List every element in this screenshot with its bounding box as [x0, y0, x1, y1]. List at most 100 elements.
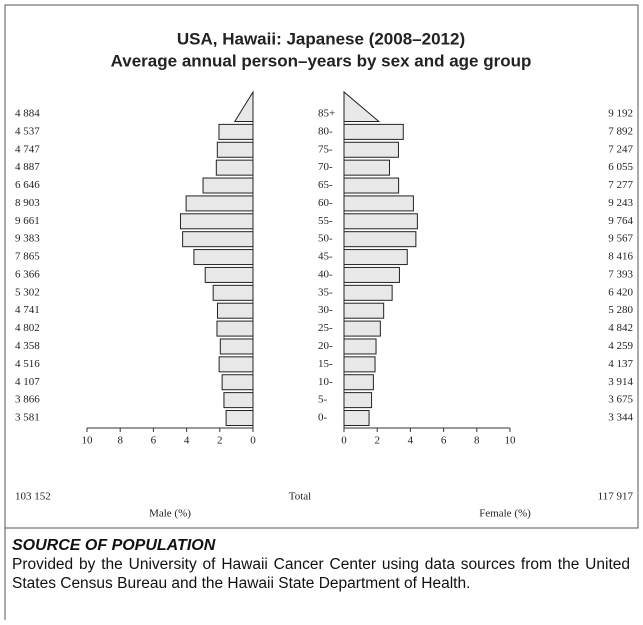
- female-count: 6 420: [608, 286, 633, 298]
- female-count: 7 247: [608, 143, 633, 155]
- age-label: 70-: [318, 161, 333, 173]
- female-count: 9 764: [608, 215, 633, 227]
- age-label: 85+: [318, 108, 335, 120]
- bar-open: [343, 90, 381, 122]
- bar: [204, 266, 254, 283]
- bar: [216, 320, 254, 337]
- bar: [221, 374, 254, 391]
- x-tick-label: 10: [82, 435, 94, 447]
- male-count: 7 865: [15, 251, 40, 263]
- bar-open: [233, 90, 254, 122]
- male-count: 4 107: [15, 376, 40, 388]
- bar: [343, 159, 390, 176]
- age-label: 60-: [318, 197, 333, 209]
- bar: [343, 284, 393, 301]
- legend-male: Male (%): [149, 508, 191, 520]
- age-label: 50-: [318, 233, 333, 245]
- source: SOURCE OF POPULATION Provided by the Uni…: [12, 536, 630, 593]
- male-count: 3 866: [15, 394, 40, 406]
- bar: [343, 195, 414, 212]
- age-label: 45-: [318, 251, 333, 263]
- female-count: 6 055: [608, 161, 633, 173]
- bar: [223, 392, 254, 409]
- x-tick-label: 8: [117, 435, 123, 447]
- x-tick-label: 10: [505, 435, 517, 447]
- bar: [343, 302, 385, 319]
- female-count: 8 416: [608, 251, 633, 263]
- bar: [193, 249, 254, 266]
- bar: [343, 249, 408, 266]
- female-total: 117 917: [598, 491, 634, 503]
- male-count: 4 887: [15, 161, 40, 173]
- male-count: 8 903: [15, 197, 40, 209]
- age-label: 15-: [318, 358, 333, 370]
- x-tick-label: 4: [408, 435, 414, 447]
- bar: [212, 284, 254, 301]
- age-label: 65-: [318, 179, 333, 191]
- male-count: 4 358: [15, 340, 40, 352]
- x-tick-label: 8: [474, 435, 480, 447]
- frame: [4, 4, 639, 529]
- female-count: 9 243: [608, 197, 633, 209]
- x-tick-label: 2: [374, 435, 380, 447]
- age-label: 75-: [318, 143, 333, 155]
- female-count: 7 393: [608, 268, 633, 280]
- bar: [343, 231, 417, 248]
- age-label: 30-: [318, 304, 333, 316]
- male-count: 5 302: [15, 286, 40, 298]
- female-count: 3 344: [608, 412, 633, 424]
- bar: [216, 141, 254, 158]
- male-total: 103 152: [15, 491, 51, 503]
- age-label: 40-: [318, 268, 333, 280]
- female-count: 3 914: [608, 376, 633, 388]
- bar: [343, 123, 404, 140]
- bar: [182, 231, 254, 248]
- male-count: 6 366: [15, 268, 40, 280]
- bar: [343, 392, 373, 409]
- age-label: 25-: [318, 322, 333, 334]
- chart-title: USA, Hawaii: Japanese (2008–2012): [177, 29, 465, 48]
- bar: [179, 213, 254, 230]
- male-count: 6 646: [15, 179, 40, 191]
- bar: [216, 302, 254, 319]
- female-count: 9 192: [608, 108, 633, 120]
- female-count: 4 137: [608, 358, 633, 370]
- legend-female: Female (%): [479, 508, 531, 520]
- x-tick-label: 2: [217, 435, 223, 447]
- x-tick-label: 6: [441, 435, 447, 447]
- bar: [343, 266, 400, 283]
- bar: [219, 338, 254, 355]
- bar: [185, 195, 254, 212]
- bar: [343, 338, 377, 355]
- bar: [202, 177, 254, 194]
- bar: [215, 159, 254, 176]
- male-count: 4 516: [15, 358, 40, 370]
- female-count: 3 675: [608, 394, 633, 406]
- female-count: 4 842: [608, 322, 633, 334]
- bar: [343, 141, 399, 158]
- bar: [343, 320, 381, 337]
- chart-subtitle: Average annual person–years by sex and a…: [111, 51, 532, 70]
- age-label: 35-: [318, 286, 333, 298]
- bar: [343, 410, 370, 426]
- female-count: 5 280: [608, 304, 633, 316]
- total-label: Total: [289, 491, 311, 503]
- source-text: Provided by the University of Hawaii Can…: [12, 556, 630, 592]
- x-tick-label: 0: [250, 435, 256, 447]
- x-tick-label: 6: [151, 435, 157, 447]
- age-label: 5-: [318, 394, 328, 406]
- male-count: 9 661: [15, 215, 40, 227]
- male-count: 4 802: [15, 322, 40, 334]
- male-count: 9 383: [15, 233, 40, 245]
- age-label: 55-: [318, 215, 333, 227]
- bar: [218, 123, 254, 140]
- bar: [343, 374, 374, 391]
- female-count: 7 892: [608, 125, 633, 137]
- x-tick-label: 0: [341, 435, 347, 447]
- age-label: 10-: [318, 376, 333, 388]
- bar: [343, 356, 376, 373]
- age-label: 80-: [318, 125, 333, 137]
- bar: [218, 356, 254, 373]
